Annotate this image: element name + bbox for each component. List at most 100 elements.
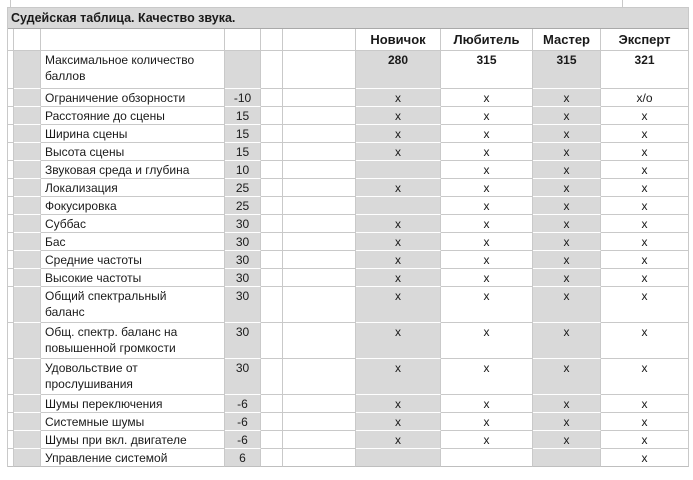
points-cell: 15 [225,143,261,161]
cell-empty [261,449,283,467]
mark-master: х [533,287,601,323]
title-row: Судейская таблица. Качество звука. [8,8,690,29]
row-band [14,359,41,395]
cell-empty [8,89,14,107]
max-novice: 280 [356,51,441,89]
table-row: Локализация 25 х х х х [8,179,690,197]
cell-empty [283,287,356,323]
mark-novice: х [356,431,441,449]
cell-empty [283,215,356,233]
mark-amateur: х [441,359,533,395]
points-cell: -6 [225,395,261,413]
mark-expert: х [601,251,690,269]
cell-empty [261,143,283,161]
mark-novice: х [356,143,441,161]
cell-empty [8,29,14,51]
cell-empty [261,107,283,125]
cell-empty [8,413,14,431]
max-points-row: Максимальное количество баллов 280 315 3… [8,51,690,89]
cell-empty [283,269,356,287]
cell-empty [8,395,14,413]
mark-master: х [533,179,601,197]
mark-expert: х [601,359,690,395]
criterion-label: Максимальное количество баллов [41,51,225,89]
mark-master: х [533,323,601,359]
cell-empty [283,359,356,395]
mark-novice: х [356,269,441,287]
mark-novice: х [356,251,441,269]
row-band [14,125,41,143]
mark-expert: х [601,395,690,413]
mark-master: х [533,251,601,269]
mark-novice: х [356,287,441,323]
points-cell: -10 [225,89,261,107]
cell-empty [283,197,356,215]
max-amateur: 315 [441,51,533,89]
max-expert: 321 [601,51,690,89]
mark-expert: х [601,269,690,287]
mark-novice: х [356,413,441,431]
row-band [14,143,41,161]
table-row: Высота сцены 15 х х х х [8,143,690,161]
mark-amateur: х [441,143,533,161]
criterion-label: Шумы переключения [41,395,225,413]
cell-empty [283,413,356,431]
criterion-label: Системные шумы [41,413,225,431]
cell-empty [261,161,283,179]
mark-amateur: х [441,107,533,125]
row-band [14,89,41,107]
mark-amateur: х [441,287,533,323]
criterion-label: Бас [41,233,225,251]
row-band [14,51,41,89]
partial-row-strip [0,0,693,7]
cell-empty [283,29,356,51]
column-header-expert: Эксперт [601,29,690,51]
cell-empty [8,233,14,251]
points-cell: 15 [225,107,261,125]
cell-empty [261,233,283,251]
points-cell: 6 [225,449,261,467]
cell-empty [283,323,356,359]
mark-master: х [533,143,601,161]
cell-empty [261,431,283,449]
mark-master: х [533,395,601,413]
mark-expert: х [601,215,690,233]
cell-empty [283,431,356,449]
mark-novice [356,161,441,179]
cell-empty [261,359,283,395]
mark-novice [356,449,441,467]
table-row: Суббас 30 х х х х [8,215,690,233]
mark-amateur: х [441,125,533,143]
cell-empty [261,125,283,143]
cell-empty [8,323,14,359]
mark-master: х [533,215,601,233]
points-cell [225,51,261,89]
cell-empty [14,29,41,51]
criterion-label: Шумы при вкл. двигателе [41,431,225,449]
cell-empty [8,359,14,395]
mark-expert: х [601,287,690,323]
cell-empty [283,143,356,161]
cell-empty [283,107,356,125]
mark-master: х [533,233,601,251]
mark-master: х [533,359,601,395]
criterion-label: Высота сцены [41,143,225,161]
cell-empty [283,161,356,179]
cell-empty [8,179,14,197]
points-cell: 30 [225,269,261,287]
cell-empty [261,29,283,51]
mark-amateur: х [441,431,533,449]
points-cell: 30 [225,323,261,359]
row-band [14,161,41,179]
criterion-label: Удовольствие от прослушивания [41,359,225,395]
mark-novice: х [356,359,441,395]
mark-amateur: х [441,251,533,269]
mark-amateur: х [441,233,533,251]
criterion-label: Фокусировка [41,197,225,215]
criterion-label: Управление системой [41,449,225,467]
table-row: Звуковая среда и глубина 10 х х х [8,161,690,179]
mark-expert: х [601,413,690,431]
table-title: Судейская таблица. Качество звука. [8,8,690,29]
cell-empty [8,431,14,449]
